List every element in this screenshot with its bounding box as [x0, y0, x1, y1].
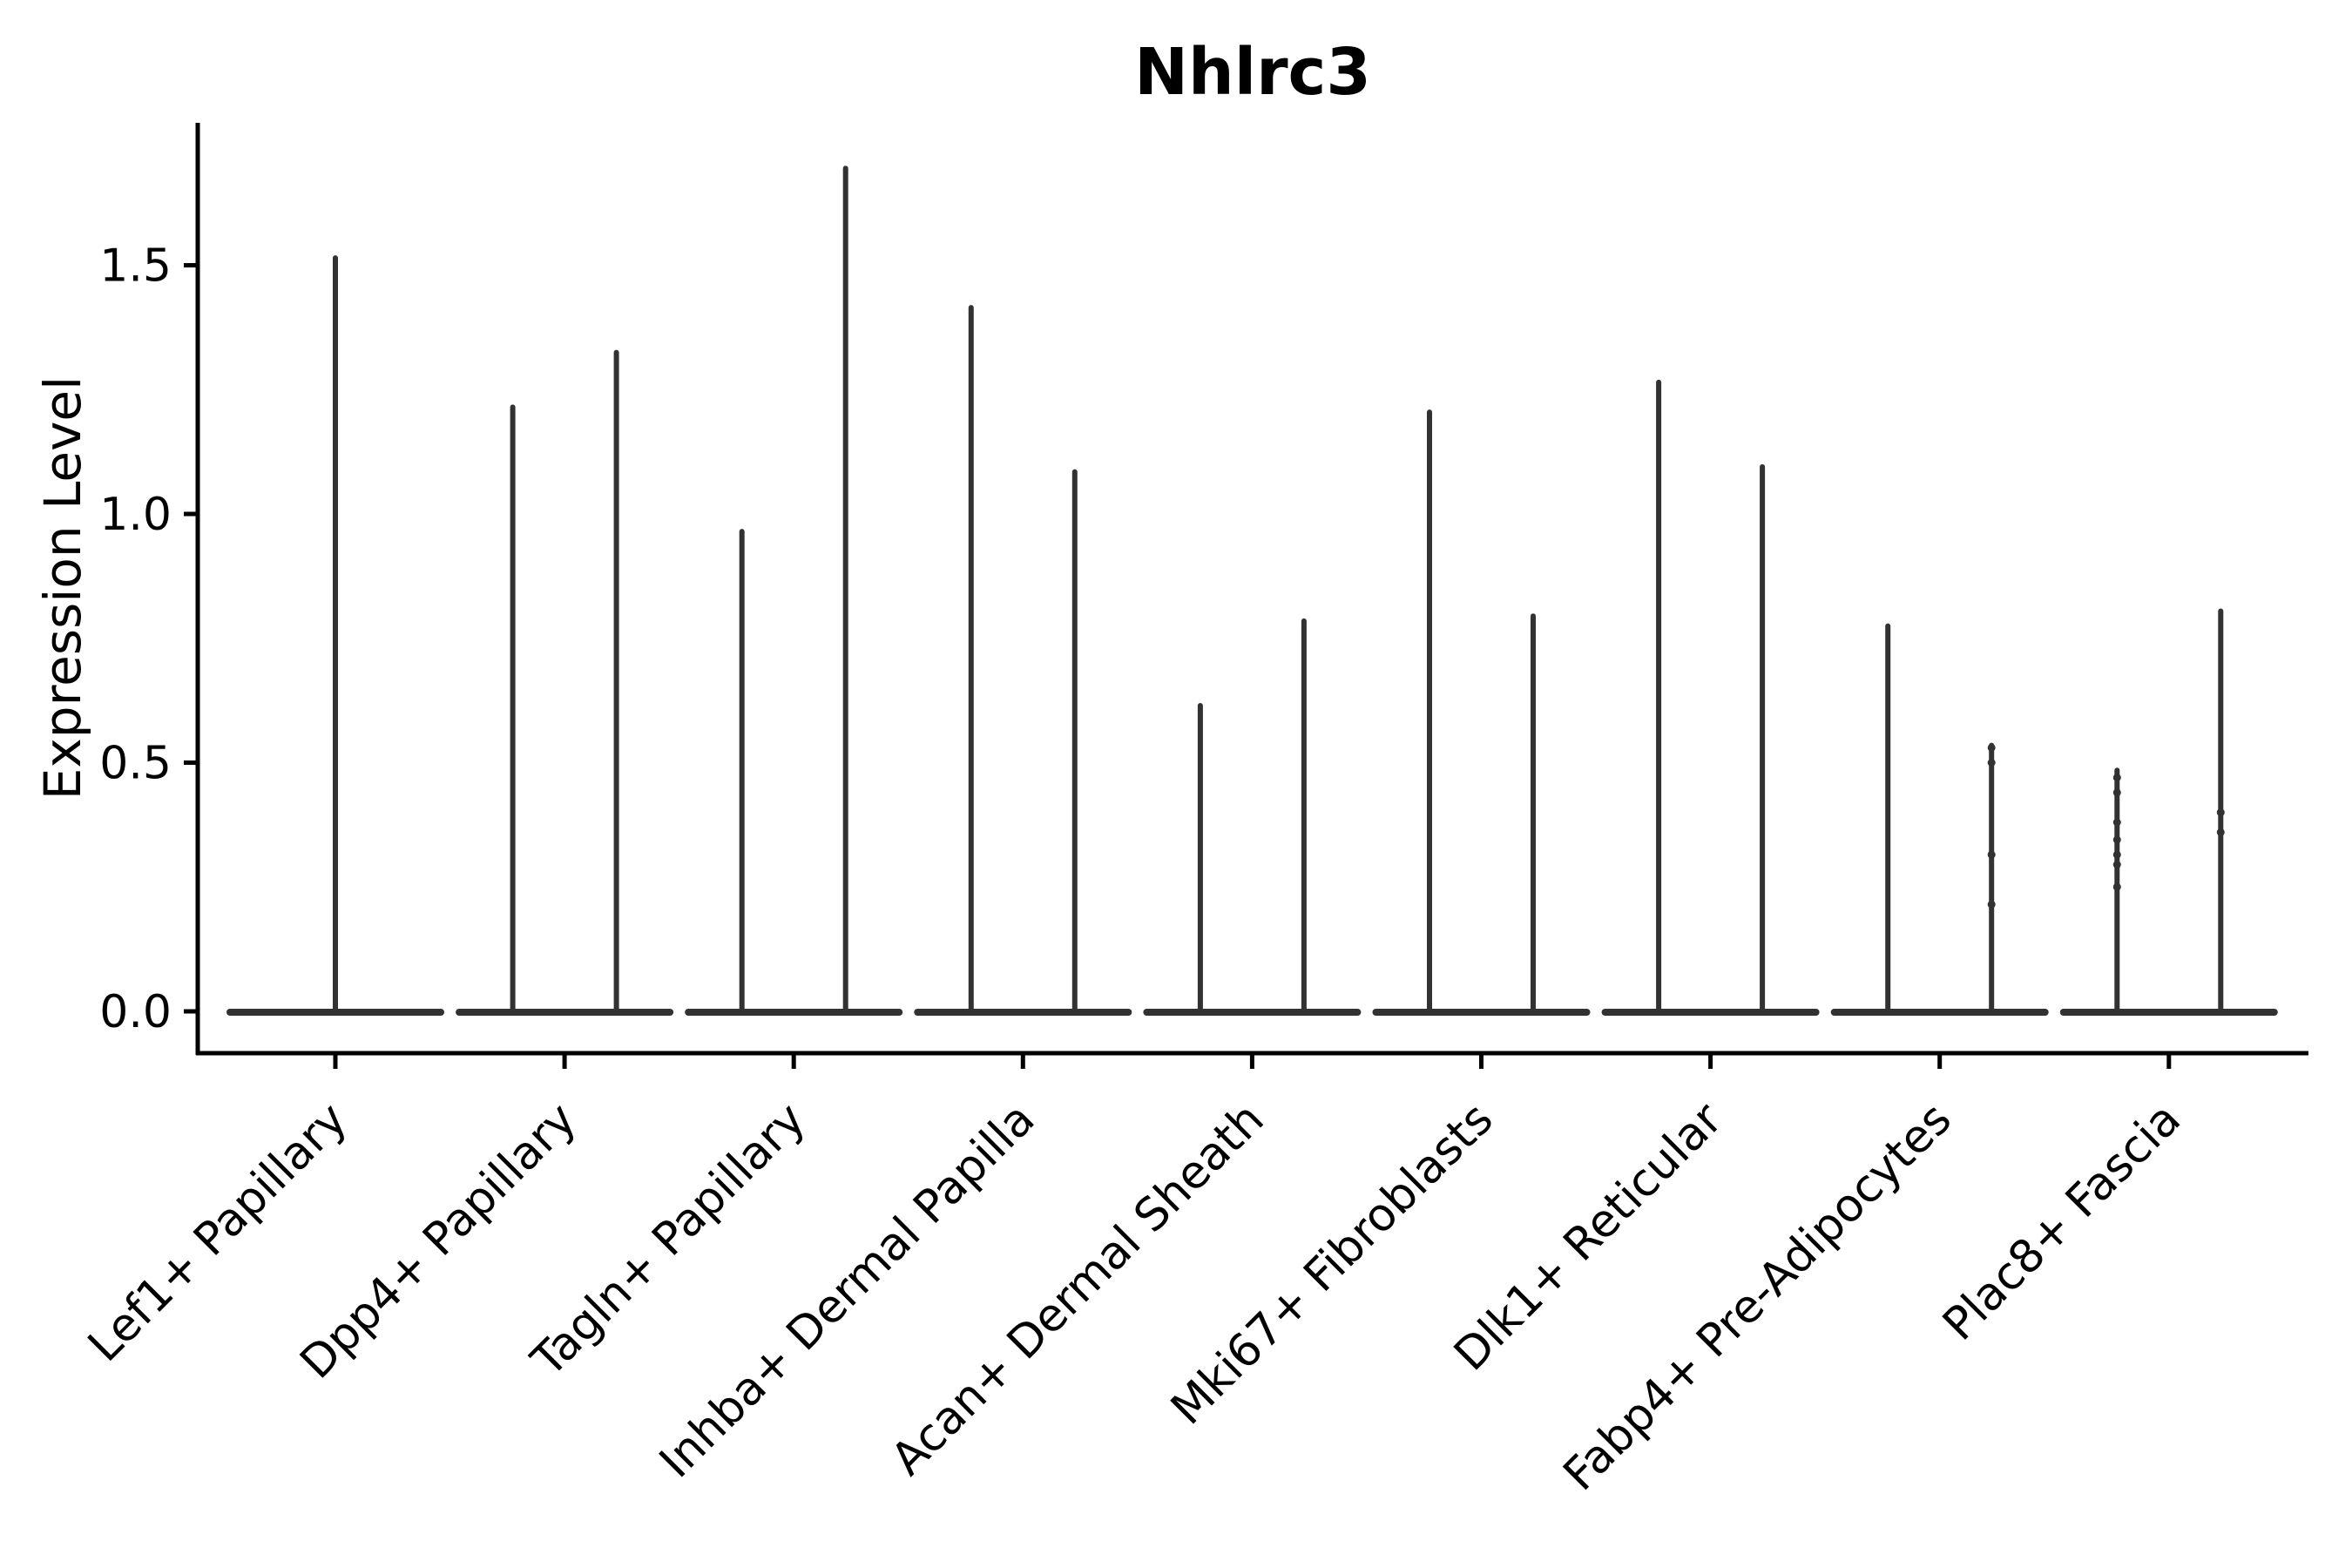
y-tick-label: 1.5	[99, 240, 172, 293]
jitter-point	[2112, 882, 2121, 891]
jitter-point	[2112, 861, 2121, 869]
jitter-point	[1987, 743, 1996, 752]
jitter-point	[2112, 818, 2121, 827]
jitter-point	[1987, 900, 1996, 909]
y-tick-label: 0.0	[99, 986, 172, 1038]
x-tick-label: Fabp4+ Pre-Adipocytes	[1554, 1093, 1962, 1501]
jitter-point	[2112, 835, 2121, 844]
x-tick-label: Inhba+ Dermal Papilla	[650, 1093, 1044, 1488]
jitter-point	[2216, 828, 2225, 836]
x-tick-label: Acan+ Dermal Sheath	[882, 1093, 1274, 1486]
jitter-point	[2112, 774, 2121, 782]
jitter-point	[1987, 850, 1996, 859]
chart-title: Nhlrc3	[1134, 35, 1371, 110]
jitter-point	[2112, 788, 2121, 797]
jitter-point	[2216, 808, 2225, 817]
jitter-point	[1987, 759, 1996, 767]
x-tick-label: Plac8+ Fascia	[1933, 1093, 2191, 1351]
y-tick-label: 1.0	[99, 489, 172, 541]
jitter-point	[2112, 850, 2121, 859]
y-tick-label: 0.5	[99, 738, 172, 790]
